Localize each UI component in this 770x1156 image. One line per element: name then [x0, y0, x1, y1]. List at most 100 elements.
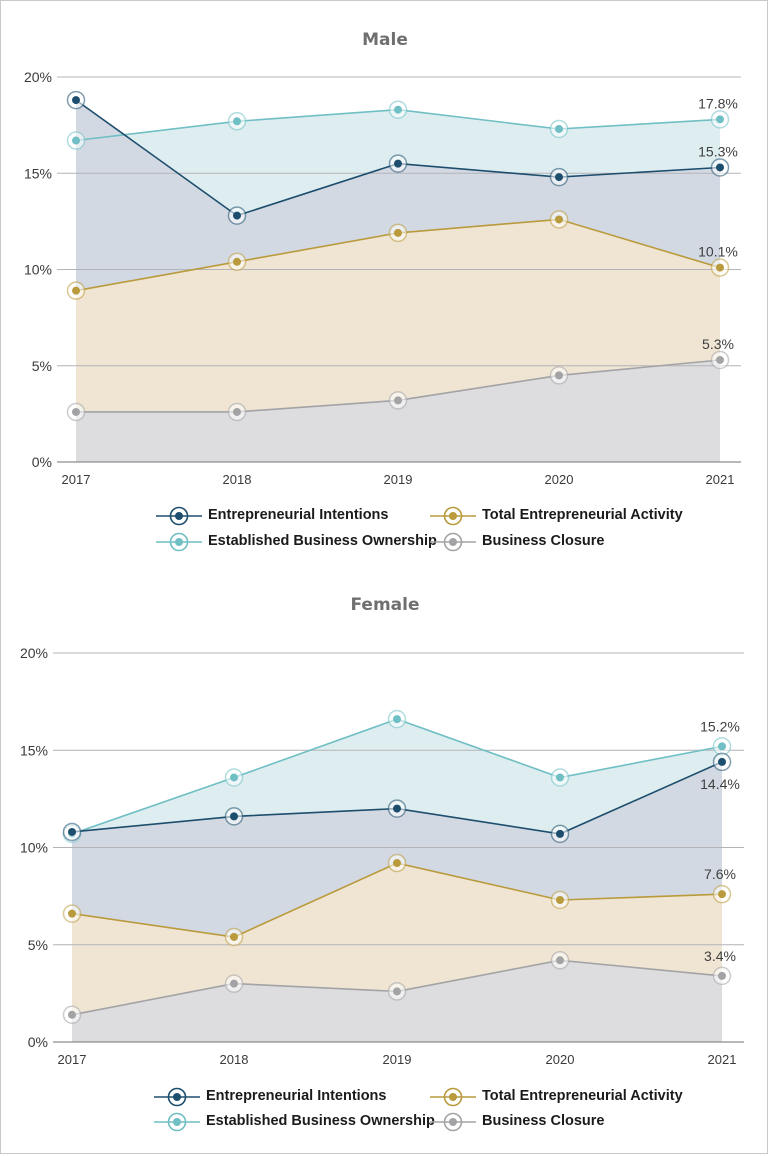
data-point: [718, 742, 726, 751]
data-point: [230, 812, 238, 821]
data-point: [555, 124, 563, 133]
ring-marker-icon: [430, 1112, 476, 1132]
y-tick-label: 20%: [20, 645, 48, 661]
data-label: 14.4%: [700, 776, 740, 792]
legend-label: Total Entrepreneurial Activity: [482, 507, 683, 523]
y-tick-label: 15%: [24, 165, 52, 181]
data-point: [716, 263, 724, 272]
ring-marker-icon: [430, 1087, 476, 1107]
data-point: [233, 211, 241, 220]
x-axis: 2017 2018 2019 2020 2021: [58, 1052, 737, 1067]
legend-label: Entrepreneurial Intentions: [206, 1088, 387, 1104]
y-tick-label: 20%: [24, 69, 52, 85]
data-point: [233, 257, 241, 266]
data-point: [72, 136, 80, 145]
y-tick-label: 5%: [32, 358, 52, 374]
data-point: [394, 159, 402, 168]
data-point: [555, 173, 563, 182]
data-point: [716, 115, 724, 124]
data-point: [555, 371, 563, 380]
y-tick-label: 15%: [20, 742, 48, 758]
legend-label: Business Closure: [482, 1113, 605, 1129]
x-axis: 2017 2018 2019 2020 2021: [62, 472, 735, 487]
series-established-business-ownership: [66, 100, 730, 150]
x-tick-label: 2020: [546, 1052, 575, 1067]
data-label: 3.4%: [704, 948, 736, 964]
data-label: 7.6%: [704, 866, 736, 882]
data-point: [72, 286, 80, 295]
legend-label: Total Entrepreneurial Activity: [482, 1088, 683, 1104]
data-point: [556, 956, 564, 965]
area-business-closure: [72, 960, 722, 1042]
data-point: [68, 1010, 76, 1019]
gridlines: 0% 5% 10% 15% 20%: [24, 69, 741, 470]
data-point: [718, 890, 726, 899]
data-point: [230, 773, 238, 782]
chart-title: Female: [350, 595, 420, 615]
data-label: 10.1%: [698, 244, 738, 260]
data-point: [230, 979, 238, 988]
ring-marker-icon: [156, 532, 202, 552]
ring-marker-icon: [430, 506, 476, 526]
legend-label: Established Business Ownership: [208, 533, 437, 549]
x-tick-label: 2018: [220, 1052, 249, 1067]
female-chart-plot: 0% 5% 10% 15% 20% 2017 2018 2019 2020 2021 15.2% 14…: [20, 645, 744, 1067]
y-tick-label: 10%: [24, 262, 52, 278]
data-point: [233, 117, 241, 126]
data-label: 15.3%: [698, 143, 738, 159]
ring-marker-icon: [430, 532, 476, 552]
gridlines: 0% 5% 10% 15% 20%: [20, 645, 744, 1050]
legend-label: Established Business Ownership: [206, 1113, 435, 1129]
series-entrepreneurial-intentions: [66, 90, 730, 225]
data-point: [716, 163, 724, 172]
y-tick-label: 0%: [28, 1034, 48, 1050]
ring-marker-icon: [154, 1112, 200, 1132]
series-total-entrepreneurial-activity: [66, 210, 730, 300]
x-tick-label: 2017: [58, 1052, 87, 1067]
data-point: [393, 859, 401, 868]
data-label: 15.2%: [700, 718, 740, 734]
data-point: [394, 228, 402, 237]
chart-title: Male: [362, 30, 408, 50]
male-chart-plot: 0% 5% 10% 15% 20% 2017 2018 2019 2020 2021 17.8% 15…: [24, 69, 741, 487]
data-labels: 17.8% 15.3% 10.1% 5.3%: [698, 95, 738, 352]
male-chart: Male 0% 5% 10% 15% 20% 2017 2018 2019 2020 2021 17…: [0, 0, 770, 570]
legend-label: Business Closure: [482, 533, 605, 549]
x-tick-label: 2020: [545, 472, 574, 487]
x-tick-label: 2019: [384, 472, 413, 487]
x-tick-label: 2021: [708, 1052, 737, 1067]
ring-marker-icon: [156, 506, 202, 526]
data-point: [393, 804, 401, 813]
x-tick-label: 2019: [383, 1052, 412, 1067]
data-point: [394, 396, 402, 405]
data-point: [718, 971, 726, 980]
data-labels: 15.2% 14.4% 7.6% 3.4%: [700, 718, 740, 964]
data-label: 5.3%: [702, 336, 734, 352]
data-point: [555, 215, 563, 224]
legend-label: Entrepreneurial Intentions: [208, 507, 389, 523]
area-business-closure: [76, 360, 720, 462]
series-entrepreneurial-intentions: [62, 752, 732, 844]
series-business-closure: [66, 350, 730, 422]
data-label: 17.8%: [698, 95, 738, 111]
x-tick-label: 2017: [62, 472, 91, 487]
series-total-entrepreneurial-activity: [62, 853, 732, 947]
data-point: [230, 932, 238, 941]
data-point: [556, 829, 564, 838]
series-business-closure: [62, 951, 732, 1025]
data-point: [393, 987, 401, 996]
ring-marker-icon: [154, 1087, 200, 1107]
data-point: [718, 757, 726, 766]
y-tick-label: 10%: [20, 840, 48, 856]
data-point: [394, 105, 402, 114]
data-point: [233, 407, 241, 416]
x-tick-label: 2018: [223, 472, 252, 487]
data-point: [556, 896, 564, 905]
data-point: [393, 715, 401, 724]
data-point: [716, 355, 724, 364]
data-point: [72, 96, 80, 105]
x-tick-label: 2021: [706, 472, 735, 487]
data-point: [68, 827, 76, 836]
